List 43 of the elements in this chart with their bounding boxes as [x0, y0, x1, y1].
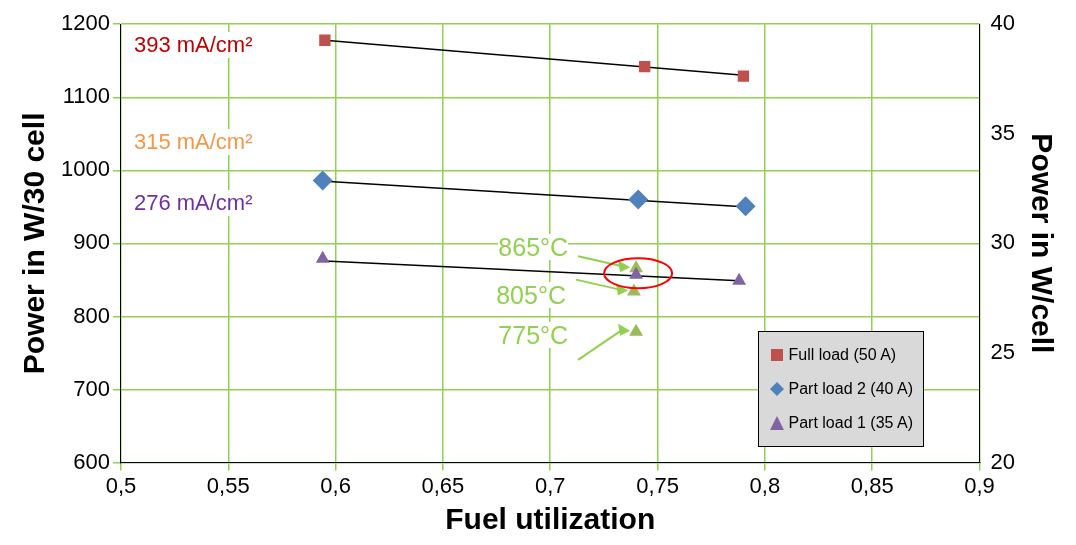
point	[628, 189, 649, 210]
point	[315, 250, 330, 263]
y2-tick-label: 30	[990, 229, 1016, 255]
y-tick-label: 600	[73, 448, 110, 474]
y-tick-label: 700	[73, 375, 110, 401]
x-tick-label: 0,75	[636, 472, 679, 498]
x-tick-label: 0,8	[749, 472, 781, 498]
point	[629, 323, 644, 336]
y-tick-label: 1200	[60, 10, 110, 36]
legend-label: Part load 1 (35 A)	[788, 412, 914, 433]
y2-tick-label: 25	[990, 339, 1016, 365]
legend-label: Full load (50 A)	[788, 344, 897, 365]
annotation: 393 mA/cm²	[130, 32, 256, 59]
x-axis-title: Fuel utilization	[445, 502, 656, 536]
y2-tick-label: 40	[990, 10, 1016, 36]
point	[737, 70, 750, 82]
point	[312, 170, 333, 191]
y2-tick-label: 20	[990, 448, 1016, 474]
x-tick-label: 0,5	[105, 472, 137, 498]
y-tick-label: 800	[73, 302, 110, 328]
legend-label: Part load 2 (40 A)	[788, 378, 914, 399]
annotation: 775°C	[498, 320, 569, 349]
x-tick-label: 0,85	[850, 472, 894, 498]
annotation: 805°C	[496, 280, 566, 309]
point	[639, 60, 651, 73]
annotation: 865°C	[498, 233, 569, 262]
y-tick-label: 1100	[62, 83, 110, 109]
point	[629, 266, 644, 279]
x-tick-label: 0,6	[320, 472, 351, 498]
point	[319, 34, 331, 46]
y-axis-title: Power in W/30 cell	[17, 112, 51, 375]
annotation: 315 mA/cm²	[130, 128, 256, 155]
point	[732, 272, 747, 285]
y2-axis-title: Power in W/cell	[1025, 133, 1059, 354]
x-tick-label: 0,65	[421, 472, 465, 498]
x-tick-label: 0,7	[534, 472, 566, 498]
x-tick-label: 0,55	[206, 472, 250, 498]
x-tick-label: 0,9	[964, 472, 995, 498]
point	[735, 196, 756, 217]
y2-tick-label: 35	[990, 119, 1016, 145]
y-tick-label: 1000	[60, 156, 110, 182]
y-tick-label: 900	[73, 229, 110, 255]
annotation: 276 mA/cm²	[130, 189, 256, 216]
